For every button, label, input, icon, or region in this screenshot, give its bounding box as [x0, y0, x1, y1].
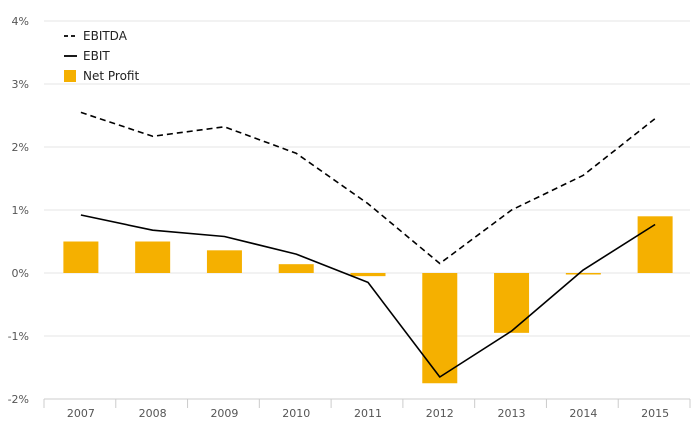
- bar-net-profit-2009: [206, 250, 242, 273]
- legend-swatch-net-profit: [64, 70, 76, 82]
- legend: EBITDA EBIT Net Profit: [64, 29, 139, 83]
- x-tick-label: 2015: [641, 407, 669, 420]
- net-profit-bars: [63, 216, 673, 384]
- x-tick-label: 2009: [210, 407, 238, 420]
- series-lines: [80, 111, 656, 378]
- legend-label: Net Profit: [83, 69, 139, 83]
- line-ebit: [80, 214, 656, 378]
- bar-net-profit-2010: [278, 264, 314, 273]
- x-tick-label: 2014: [569, 407, 597, 420]
- y-tick-label: 1%: [12, 204, 29, 217]
- legend-label: EBIT: [83, 49, 110, 63]
- legend-label: EBITDA: [83, 29, 128, 43]
- y-tick-label: 0%: [12, 267, 29, 280]
- x-tick-label: 2013: [498, 407, 526, 420]
- line-ebitda: [80, 111, 656, 265]
- bar-net-profit-2007: [63, 241, 99, 273]
- x-tick-label: 2012: [426, 407, 454, 420]
- y-tick-label: 4%: [12, 15, 29, 28]
- bar-net-profit-2014: [565, 273, 601, 275]
- y-tick-label: 2%: [12, 141, 29, 154]
- y-tick-label: -1%: [8, 330, 29, 343]
- x-tick-label: 2007: [67, 407, 95, 420]
- bar-net-profit-2015: [637, 216, 673, 273]
- bar-net-profit-2012: [422, 273, 458, 384]
- x-axis: 2007 2008 2009 2010 2011 2012 2013 2014 2015: [43, 398, 691, 420]
- bar-net-profit-2013: [494, 273, 530, 333]
- y-tick-label: -2%: [8, 393, 29, 406]
- y-axis-tick-labels: 4% 3% 2% 1% 0% -1% -2%: [8, 15, 29, 406]
- y-tick-label: 3%: [12, 78, 29, 91]
- x-tick-label: 2011: [354, 407, 382, 420]
- bar-net-profit-2008: [135, 241, 171, 273]
- bar-net-profit-2011: [350, 273, 386, 277]
- x-tick-label: 2008: [139, 407, 167, 420]
- x-tick-label: 2010: [282, 407, 310, 420]
- gridlines: [44, 20, 690, 337]
